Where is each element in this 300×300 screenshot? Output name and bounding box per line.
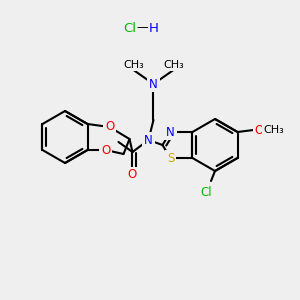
Text: CH₃: CH₃ bbox=[163, 60, 184, 70]
Text: CH₃: CH₃ bbox=[263, 125, 284, 135]
Text: O: O bbox=[105, 121, 114, 134]
Text: S: S bbox=[167, 152, 174, 164]
Text: N: N bbox=[166, 125, 175, 139]
Text: Cl: Cl bbox=[124, 22, 136, 34]
Text: H: H bbox=[149, 22, 159, 34]
Text: CH₃: CH₃ bbox=[123, 60, 144, 70]
Text: O: O bbox=[101, 143, 110, 157]
Text: Cl: Cl bbox=[200, 187, 212, 200]
Text: N: N bbox=[144, 134, 153, 146]
Text: —: — bbox=[136, 22, 150, 34]
Text: N: N bbox=[149, 77, 158, 91]
Text: O: O bbox=[254, 124, 264, 136]
Text: O: O bbox=[128, 169, 137, 182]
